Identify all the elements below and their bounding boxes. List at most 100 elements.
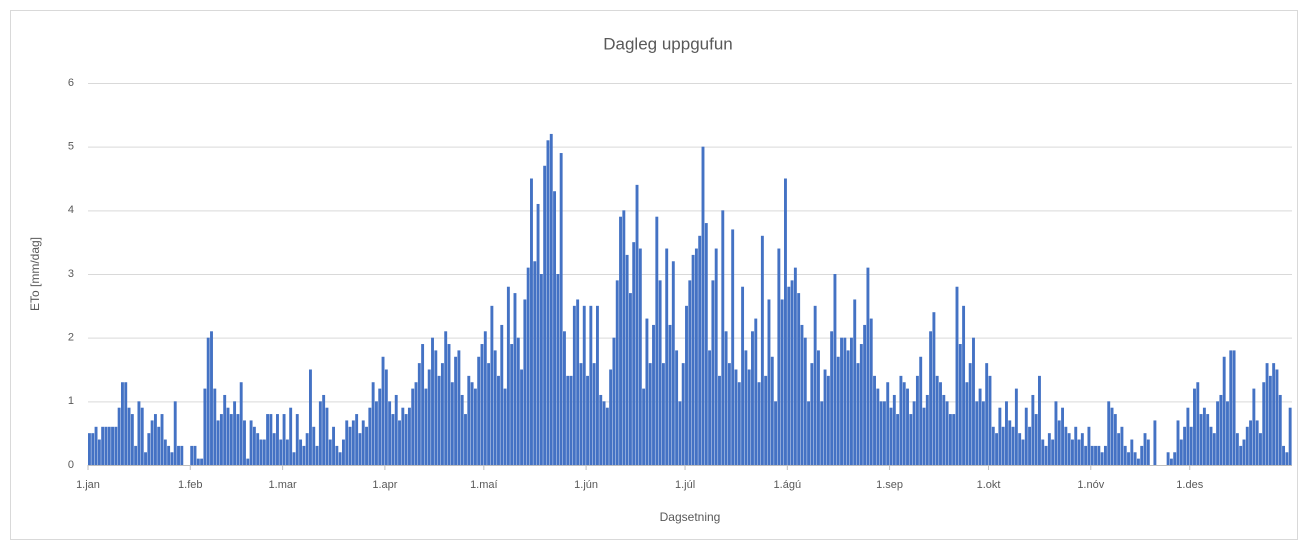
bar (1209, 426, 1213, 465)
bar (355, 414, 359, 465)
bar (170, 452, 174, 465)
bar (595, 305, 599, 465)
bar (299, 439, 303, 465)
bar (1074, 426, 1078, 465)
bar (896, 414, 900, 465)
y-tick-label: 4 (68, 204, 74, 216)
bar (813, 305, 817, 465)
bar (506, 286, 510, 465)
bar (111, 426, 114, 465)
bar (318, 401, 322, 465)
bar (193, 445, 197, 465)
bar (935, 375, 939, 465)
bar (840, 337, 843, 465)
bar (638, 248, 642, 465)
bar (114, 426, 118, 465)
bar (661, 363, 665, 465)
bar (530, 178, 533, 465)
bar (942, 394, 946, 465)
x-tick-label: 1.jan (76, 479, 100, 491)
bar (361, 420, 365, 465)
bar (523, 299, 527, 465)
bar (97, 439, 101, 465)
bar (437, 375, 441, 465)
bar (721, 210, 725, 465)
bar (879, 401, 883, 465)
bar (1127, 452, 1130, 465)
bar (998, 407, 1002, 465)
bar (279, 439, 283, 465)
bar (1239, 445, 1243, 465)
bar (929, 331, 933, 465)
bar (605, 407, 609, 465)
bar (1183, 426, 1187, 465)
bar (975, 401, 979, 465)
bar (404, 414, 408, 465)
bar (427, 369, 431, 465)
bar (635, 184, 639, 465)
bar (1226, 401, 1229, 465)
x-tick-label: 1.sep (876, 479, 903, 491)
bar (741, 286, 745, 465)
bar (289, 407, 293, 465)
bar (632, 242, 636, 465)
bar (1176, 420, 1180, 465)
bar (876, 388, 880, 465)
bar (328, 439, 332, 465)
bar (816, 350, 820, 465)
bar (886, 382, 890, 465)
y-tick-label: 6 (68, 77, 74, 89)
bar (939, 382, 942, 465)
bar (210, 331, 213, 465)
bar (394, 394, 398, 465)
bar (622, 210, 626, 465)
bar (1278, 394, 1282, 465)
bar (1041, 439, 1045, 465)
bar (846, 350, 850, 465)
bar (546, 140, 550, 466)
bar (563, 331, 566, 465)
bar (915, 375, 919, 465)
bar (1235, 433, 1239, 465)
bar (470, 382, 474, 465)
bar (1057, 420, 1061, 465)
bar (424, 388, 428, 465)
bar (652, 324, 655, 465)
bar (1005, 401, 1008, 465)
bar (731, 229, 735, 465)
bar (104, 426, 108, 465)
bar (576, 299, 580, 465)
bar (1054, 401, 1058, 465)
bar (668, 324, 672, 465)
x-axis-label: Dagsetning (660, 510, 721, 524)
bar (477, 356, 481, 465)
bar (371, 382, 375, 465)
bar (117, 407, 121, 465)
y-tick-label: 3 (68, 268, 74, 280)
bar (252, 426, 256, 465)
bar (1011, 426, 1015, 465)
bar (642, 388, 646, 465)
bar (856, 363, 860, 465)
bar (889, 407, 893, 465)
bar (645, 318, 649, 465)
bar (1169, 458, 1173, 465)
bar (948, 414, 952, 465)
bar (302, 445, 306, 465)
bar (127, 407, 131, 465)
bar (685, 305, 688, 465)
bar (1080, 433, 1084, 465)
bar (869, 318, 873, 465)
bar (256, 433, 260, 465)
bar (1067, 433, 1071, 465)
bar (206, 337, 210, 465)
bar (767, 299, 771, 465)
bar (790, 280, 794, 465)
bar (665, 248, 669, 465)
bar (945, 401, 949, 465)
bar (374, 401, 378, 465)
bar (1133, 452, 1137, 465)
bar (1064, 426, 1068, 465)
bar (464, 414, 467, 465)
